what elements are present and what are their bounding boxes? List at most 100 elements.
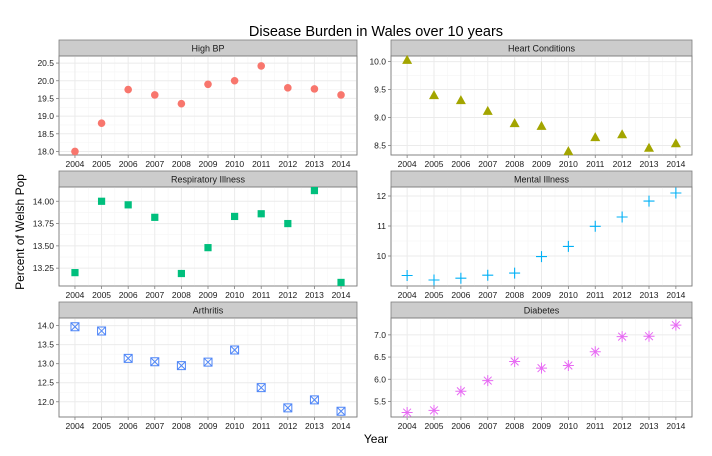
data-point <box>97 119 106 127</box>
x-tick-label: 2013 <box>640 159 659 169</box>
x-tick-label: 2011 <box>586 290 605 300</box>
data-point <box>455 385 467 397</box>
y-tick-label: 10.0 <box>369 57 386 67</box>
x-tick-label: 2005 <box>425 421 444 431</box>
data-point <box>70 322 80 332</box>
x-tick-label: 2009 <box>199 290 218 300</box>
x-tick-label: 2012 <box>613 421 632 431</box>
data-point <box>670 138 681 148</box>
x-tick-label: 2013 <box>305 290 324 300</box>
x-tick-label: 2010 <box>559 421 578 431</box>
data-point <box>509 118 520 128</box>
data-point <box>536 120 547 130</box>
data-point <box>509 356 521 368</box>
x-tick-label: 2005 <box>92 421 111 431</box>
x-tick-label: 2013 <box>305 159 324 169</box>
x-tick-label: 2006 <box>451 159 470 169</box>
x-tick-label: 2007 <box>478 290 497 300</box>
x-tick-label: 2014 <box>666 290 685 300</box>
x-tick-label: 2010 <box>225 159 244 169</box>
x-tick-label: 2009 <box>532 159 551 169</box>
data-point <box>670 187 682 199</box>
y-tick-label: 11 <box>377 221 386 231</box>
panel-mental-illness: Mental Illness 10 11 12 2004 2005 2006 2007 2008… <box>377 170 693 300</box>
data-point <box>536 362 547 374</box>
x-tick-label: 2007 <box>145 290 164 300</box>
x-tick-label: 2011 <box>252 290 271 300</box>
x-tick-label: 2012 <box>278 159 297 169</box>
data-point <box>643 330 655 342</box>
x-tick-label: 2011 <box>586 421 605 431</box>
data-point <box>71 269 79 277</box>
data-point <box>257 210 265 218</box>
data-point <box>589 220 601 232</box>
x-tick-label: 2007 <box>145 421 164 431</box>
x-tick-label: 2010 <box>225 290 244 300</box>
data-point <box>231 212 239 221</box>
x-tick-label: 2004 <box>66 159 85 169</box>
data-point <box>97 326 107 336</box>
x-tick-label: 2011 <box>586 159 605 169</box>
data-point <box>670 319 682 331</box>
facet-strip-label: Heart Conditions <box>508 44 576 54</box>
x-tick-label: 2007 <box>478 421 497 431</box>
x-tick-label: 2014 <box>666 421 685 431</box>
panel-diabetes: Diabetes 5.5 6.0 6.5 7.0 2004 2005 2006 2007 2008… <box>374 301 693 431</box>
x-tick-label: 2005 <box>92 290 111 300</box>
x-tick-label: 2012 <box>278 290 297 300</box>
x-tick-label: 2006 <box>451 421 470 431</box>
x-tick-label: 2008 <box>172 421 191 431</box>
x-tick-label: 2007 <box>478 159 497 169</box>
data-point <box>616 331 628 343</box>
data-point <box>337 91 345 99</box>
y-tick-label: 13.50 <box>33 241 55 251</box>
x-tick-label: 2006 <box>119 290 138 300</box>
y-tick-label: 18.0 <box>37 146 54 156</box>
y-tick-label: 12 <box>377 191 387 201</box>
data-point <box>455 95 466 105</box>
x-tick-label: 2007 <box>145 159 164 169</box>
x-tick-label: 2014 <box>332 290 351 300</box>
x-tick-label: 2008 <box>505 159 524 169</box>
x-tick-label: 2010 <box>559 290 578 300</box>
data-point <box>124 201 132 209</box>
y-tick-label: 10 <box>377 251 387 261</box>
data-point <box>428 274 440 286</box>
y-tick-label: 18.5 <box>37 129 54 139</box>
data-point <box>124 85 132 94</box>
data-point <box>562 240 574 252</box>
facet-strip-label: Arthritis <box>193 306 224 316</box>
y-tick-label: 6.0 <box>374 374 386 384</box>
data-point <box>204 244 212 252</box>
facet-strip-label: Respiratory Illness <box>171 175 246 185</box>
chart-title: Disease Burden in Wales over 10 years <box>249 24 503 40</box>
data-point <box>230 76 239 85</box>
data-point <box>428 404 440 416</box>
x-tick-label: 2006 <box>451 290 470 300</box>
data-point <box>204 80 212 89</box>
panel-respiratory-illness: Respiratory Illness 13.25 13.50 13.75 14.00 2… <box>33 170 358 300</box>
x-tick-label: 2009 <box>199 159 218 169</box>
x-tick-label: 2013 <box>305 421 324 431</box>
x-tick-label: 2012 <box>613 290 632 300</box>
y-tick-label: 8.5 <box>374 140 386 150</box>
x-tick-label: 2011 <box>252 159 271 169</box>
y-tick-label: 5.5 <box>374 396 386 406</box>
data-point <box>617 129 628 139</box>
x-tick-label: 2004 <box>398 290 417 300</box>
x-tick-label: 2009 <box>199 421 218 431</box>
x-tick-label: 2008 <box>172 159 191 169</box>
data-point <box>482 269 494 281</box>
y-tick-label: 20.5 <box>37 58 54 68</box>
data-point <box>509 267 521 279</box>
data-point <box>310 85 319 93</box>
data-point <box>643 195 655 207</box>
data-point <box>309 395 319 405</box>
panel-arthritis: Arthritis 12.0 12.5 13.0 13.5 14.0 2004 2005 200… <box>37 301 358 431</box>
data-point <box>616 211 628 223</box>
x-tick-label: 2004 <box>66 421 85 431</box>
x-tick-label: 2006 <box>119 421 138 431</box>
x-tick-label: 2005 <box>425 290 444 300</box>
x-axis-title: Year <box>364 432 388 446</box>
